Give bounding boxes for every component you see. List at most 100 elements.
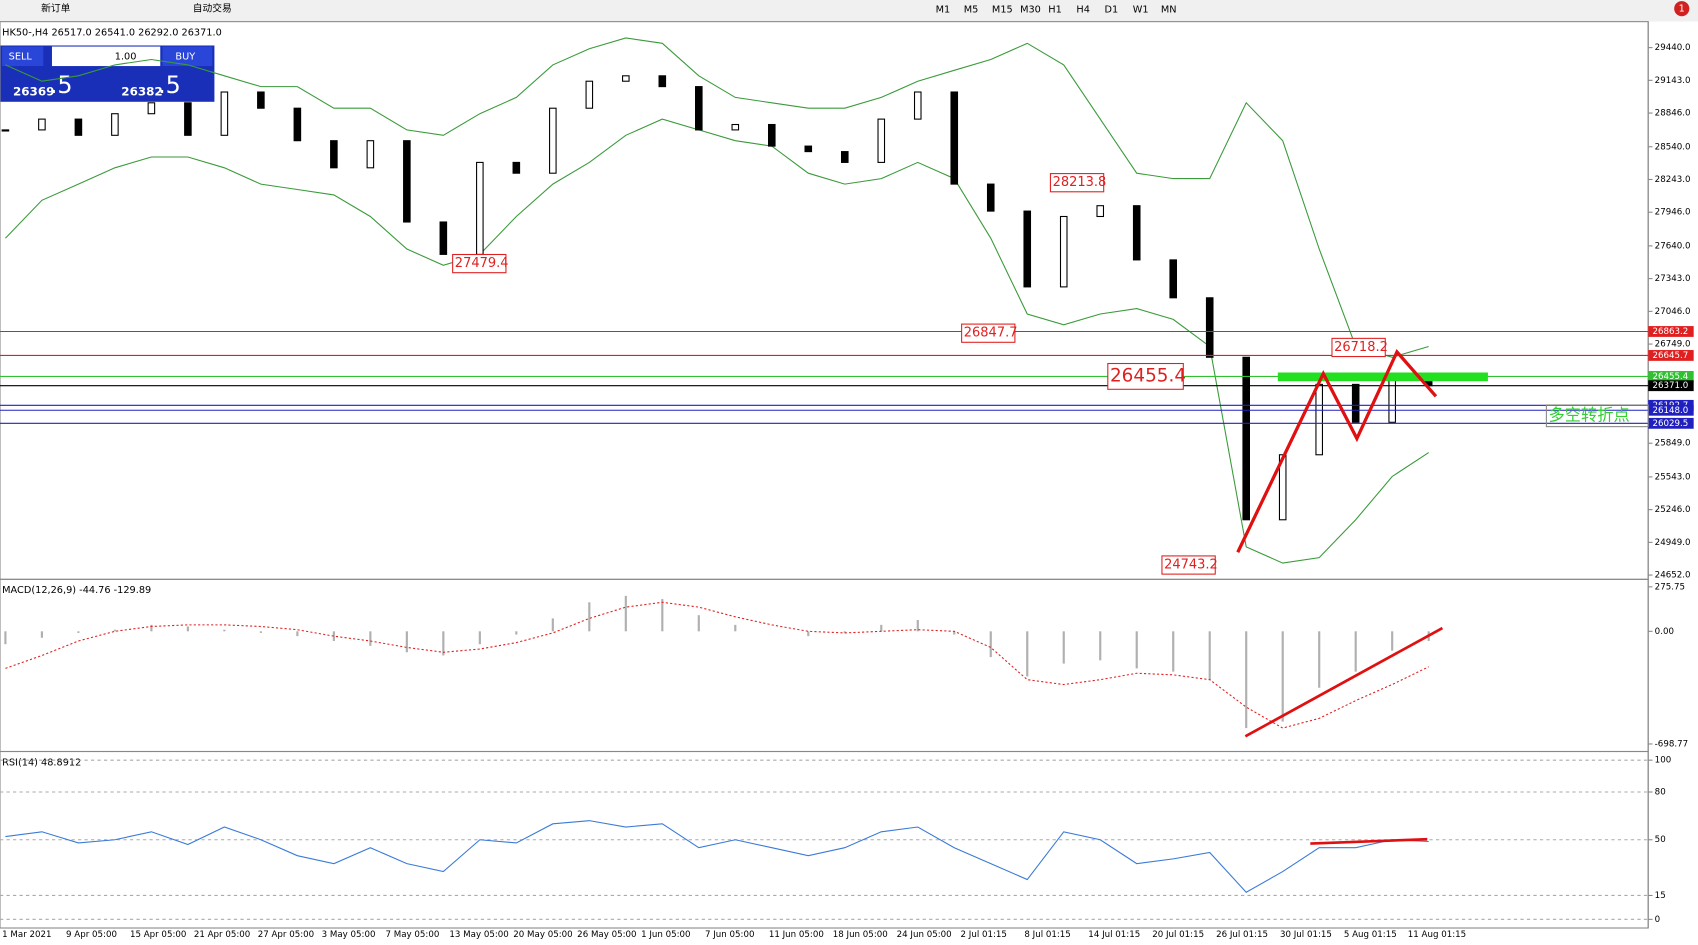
candle-body: [512, 161, 521, 174]
x-tick-label: 26 Jul 01:15: [1216, 930, 1268, 940]
price-level-tag: [1648, 380, 1694, 392]
candle-body: [403, 140, 411, 223]
panel-title: MACD(12,26,9) -44.76 -129.89: [2, 585, 151, 596]
macd-arrow: [1244, 626, 1444, 738]
macd-bar: [442, 631, 445, 656]
timeframe-button[interactable]: H4: [1076, 5, 1090, 16]
new-order-button[interactable]: 新订单: [41, 2, 70, 15]
x-tick-label: 3 May 05:00: [322, 930, 376, 940]
candle-body: [877, 118, 886, 163]
macd-bar: [807, 631, 810, 637]
buy-button[interactable]: [162, 46, 213, 67]
timeframe-button[interactable]: M30: [1020, 5, 1041, 16]
y-tick-label: 27343.0: [1655, 274, 1691, 284]
y-tick-label: 25246.0: [1655, 505, 1691, 515]
y-tick-label: 275.75: [1655, 582, 1685, 592]
rsi-line: [5, 820, 1429, 893]
candle-body: [767, 123, 776, 147]
macd-bar: [1318, 631, 1321, 688]
macd-bar: [4, 631, 7, 645]
timeframe-button[interactable]: M5: [964, 5, 979, 16]
ask-pips[interactable]: .5: [158, 71, 181, 99]
candle-body: [476, 161, 484, 255]
sell-button[interactable]: [2, 46, 44, 67]
timeframe-button[interactable]: M1: [936, 5, 951, 16]
timeframe-button[interactable]: M15: [992, 5, 1013, 16]
macd-bar: [1099, 631, 1102, 661]
timeframe-button[interactable]: H1: [1048, 5, 1062, 16]
auto-trading-button[interactable]: 自动交易: [193, 2, 232, 15]
x-tick-label: 14 Jul 01:15: [1088, 930, 1140, 940]
bollinger-upper: [5, 37, 1429, 358]
y-tick-label: 28846.0: [1655, 109, 1691, 119]
price-level-tag: [1648, 404, 1694, 416]
y-tick-label: 29143.0: [1655, 76, 1691, 86]
bid-price[interactable]: 26369: [13, 85, 54, 99]
turning-point-note: 多空转折点: [1549, 405, 1630, 424]
x-tick-label: 20 Jul 01:15: [1152, 930, 1204, 940]
support-zone: [1277, 372, 1488, 382]
x-tick-label: 2 Jul 01:15: [961, 930, 1007, 940]
price-level-tag: [1648, 417, 1694, 429]
candle-body: [111, 113, 119, 136]
macd-bar: [916, 620, 919, 632]
macd-bar: [186, 626, 189, 632]
candle-body: [366, 140, 375, 169]
candle-body: [549, 107, 557, 174]
x-tick-label: 15 Apr 05:00: [130, 930, 186, 940]
drawings: [1236, 348, 1488, 845]
price-annotation-box: [1331, 337, 1386, 358]
candle-body: [658, 75, 667, 88]
candle-body: [1205, 297, 1214, 358]
y-tick-label: 80: [1655, 787, 1666, 797]
x-tick-label: 1 Jun 05:00: [641, 930, 690, 940]
y-tick-label: 27946.0: [1655, 208, 1691, 218]
volume-input[interactable]: [51, 46, 161, 67]
bid-pips[interactable]: .5: [50, 71, 73, 99]
y-tick-label: 50: [1655, 835, 1666, 845]
x-tick-label: 5 Aug 01:15: [1344, 930, 1397, 940]
toolbar: [0, 0, 1698, 22]
y-tick-label: -698.77: [1655, 739, 1688, 749]
timeframe-button[interactable]: W1: [1133, 5, 1149, 16]
price-level-label: 26455.4: [1653, 372, 1689, 382]
macd-bar: [296, 631, 299, 637]
price-annotation: 26847.7: [964, 326, 1018, 341]
price-level-label: 26148.0: [1653, 406, 1689, 416]
x-tick-label: 21 Apr 05:00: [194, 930, 250, 940]
candle-body: [731, 123, 740, 131]
notification-count: 1: [1679, 4, 1685, 15]
price-annotation-box: [1049, 173, 1105, 193]
candle-body: [1023, 210, 1032, 288]
macd-bar: [953, 631, 956, 635]
price-annotation: 27479.4: [455, 256, 509, 271]
macd-bar: [369, 631, 372, 646]
x-tick-label: 13 May 05:00: [449, 930, 508, 940]
ask-price[interactable]: 26382: [121, 85, 162, 99]
y-tick-label: 0: [1655, 915, 1661, 925]
timeframe-button[interactable]: MN: [1161, 5, 1177, 16]
macd-bar: [332, 631, 335, 641]
y-tick-label: 29440.0: [1655, 43, 1691, 53]
x-tick-label: 8 Jul 01:15: [1024, 930, 1070, 940]
candle-body: [1242, 356, 1251, 521]
candle-body: [1169, 259, 1178, 299]
notification-badge[interactable]: [1674, 1, 1690, 17]
y-tick-label: 25543.0: [1655, 472, 1691, 482]
candle-body: [585, 80, 594, 109]
x-tick-label: 30 Jul 01:15: [1280, 930, 1332, 940]
macd-bar: [661, 599, 664, 632]
macd-bar: [1208, 631, 1211, 680]
candle-body: [74, 118, 83, 136]
macd-signal: [5, 601, 1429, 729]
y-tick-label: 28243.0: [1655, 175, 1691, 185]
macd-bar: [478, 631, 481, 645]
candle-body: [38, 118, 46, 131]
y-tick-label: 100: [1655, 756, 1672, 766]
candle-body: [1, 129, 10, 132]
timeframe-button[interactable]: D1: [1105, 5, 1119, 16]
macd-bar: [40, 631, 43, 638]
price-annotation-box: [961, 323, 1016, 343]
macd-bar: [150, 624, 153, 632]
